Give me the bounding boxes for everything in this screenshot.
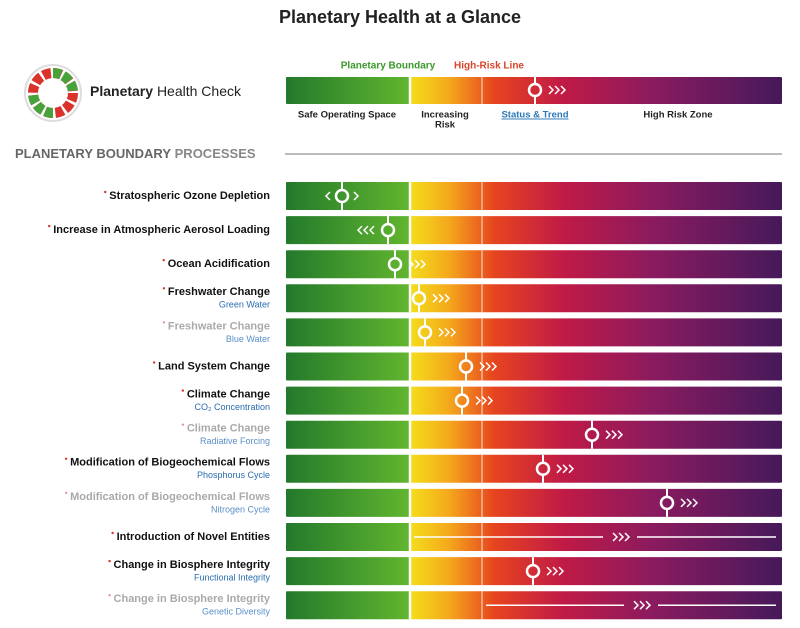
trend-chevron: [560, 85, 567, 95]
trend-chevron: [414, 259, 421, 269]
trend-chevron: [444, 293, 451, 303]
trend-chevron: [356, 225, 363, 235]
trend-chevron: [475, 396, 482, 406]
asterisk: [181, 423, 185, 426]
trend-chevron: [605, 430, 612, 440]
trend-chevron: [568, 464, 575, 474]
legend-boundary: Planetary Boundary: [341, 61, 436, 72]
process-label: Freshwater Change: [168, 286, 270, 298]
asterisk: [104, 190, 107, 194]
trend-chevron: [432, 293, 439, 303]
asterisk: [108, 559, 111, 563]
risk-bar: [286, 216, 782, 245]
page-title: Planetary Health at a Glance: [279, 7, 521, 27]
process-label: Climate Change: [187, 389, 270, 401]
process-label: Change in Biosphere Integrity: [114, 593, 271, 605]
process-sublabel: Genetic Diversity: [202, 607, 271, 617]
process-label: Introduction of Novel Entities: [117, 531, 270, 543]
legend-status: Status & Trend: [501, 110, 568, 121]
process-label: Modification of Biogeochemical Flows: [70, 491, 270, 503]
trend-chevron: [558, 566, 565, 576]
process-label: Change in Biosphere Integrity: [114, 559, 271, 571]
trend-chevron: [491, 361, 498, 372]
process-sublabel: Green Water: [219, 300, 270, 310]
legend-safe: Safe Operating Space: [298, 110, 396, 121]
trend-chevron: [611, 430, 618, 440]
process-label: Freshwater Change: [168, 320, 270, 332]
risk-bar: [286, 250, 782, 279]
legend-high-risk-zone: High Risk Zone: [643, 110, 712, 121]
process-sublabel: Radiative Forcing: [200, 436, 270, 446]
process-label: Stratospheric Ozone Depletion: [109, 190, 270, 202]
risk-bar: [286, 352, 782, 381]
asterisk: [152, 361, 156, 364]
trend-chevron: [618, 532, 625, 542]
trend-chevron: [450, 327, 457, 337]
risk-bar: [286, 454, 782, 483]
trend-chevron: [479, 361, 486, 372]
trend-chevron: [444, 327, 451, 337]
asterisk: [64, 491, 68, 495]
process-label: Ocean Acidification: [168, 258, 271, 270]
trend-chevron: [556, 464, 563, 474]
process-sublabel: CO₂ Concentration: [194, 402, 270, 412]
legend-high-risk-line: High-Risk Line: [454, 61, 524, 72]
legend-increasing: Risk: [435, 120, 456, 131]
risk-bar: [286, 182, 782, 210]
asterisk: [108, 594, 111, 597]
trend-chevron: [324, 191, 331, 201]
trend-chevron: [362, 225, 369, 235]
trend-chevron: [617, 430, 624, 440]
trend-chevron: [485, 361, 492, 372]
trend-chevron: [487, 396, 494, 406]
asterisk: [111, 531, 114, 535]
trend-chevron: [548, 85, 555, 95]
trend-chevron: [692, 498, 699, 508]
trend-chevron: [554, 85, 561, 95]
trend-chevron: [420, 259, 427, 269]
asterisk: [64, 457, 68, 460]
trend-chevron: [639, 600, 646, 610]
asterisk: [162, 259, 165, 262]
trend-chevron: [353, 191, 360, 201]
risk-bar: [286, 284, 782, 313]
trend-chevron: [624, 532, 631, 542]
trend-chevron: [368, 225, 375, 235]
risk-bar: [286, 420, 782, 449]
process-label: Modification of Biogeochemical Flows: [70, 457, 270, 469]
process-label: Climate Change: [187, 423, 270, 435]
asterisk: [162, 287, 166, 290]
process-label: Increase in Atmospheric Aerosol Loading: [53, 224, 270, 236]
risk-bar: [286, 488, 782, 517]
risk-bar: [286, 318, 782, 347]
process-sublabel: Phosphorus Cycle: [197, 470, 270, 480]
trend-chevron: [680, 498, 687, 508]
trend-chevron: [481, 396, 488, 406]
trend-chevron: [633, 600, 640, 610]
section-title: PLANETARY BOUNDARY PROCESSES: [15, 146, 256, 161]
legend-increasing: Increasing: [421, 110, 469, 121]
trend-chevron: [686, 498, 693, 508]
trend-chevron: [546, 566, 553, 576]
trend-chevron: [552, 566, 559, 576]
asterisk: [181, 389, 185, 392]
logo-icon: [24, 64, 82, 122]
asterisk: [48, 224, 51, 228]
logo-text: Planetary Health Check: [90, 83, 242, 99]
asterisk: [162, 321, 166, 324]
trend-chevron: [562, 464, 569, 474]
process-sublabel: Functional Integrity: [194, 572, 271, 582]
trend-chevron: [612, 532, 619, 542]
process-sublabel: Blue Water: [226, 334, 270, 344]
trend-chevron: [438, 293, 445, 303]
process-sublabel: Nitrogen Cycle: [211, 504, 270, 514]
trend-chevron: [408, 259, 415, 269]
risk-bar: [286, 386, 782, 415]
process-label: Land System Change: [158, 360, 270, 372]
trend-chevron: [438, 327, 445, 337]
trend-chevron: [645, 600, 652, 610]
